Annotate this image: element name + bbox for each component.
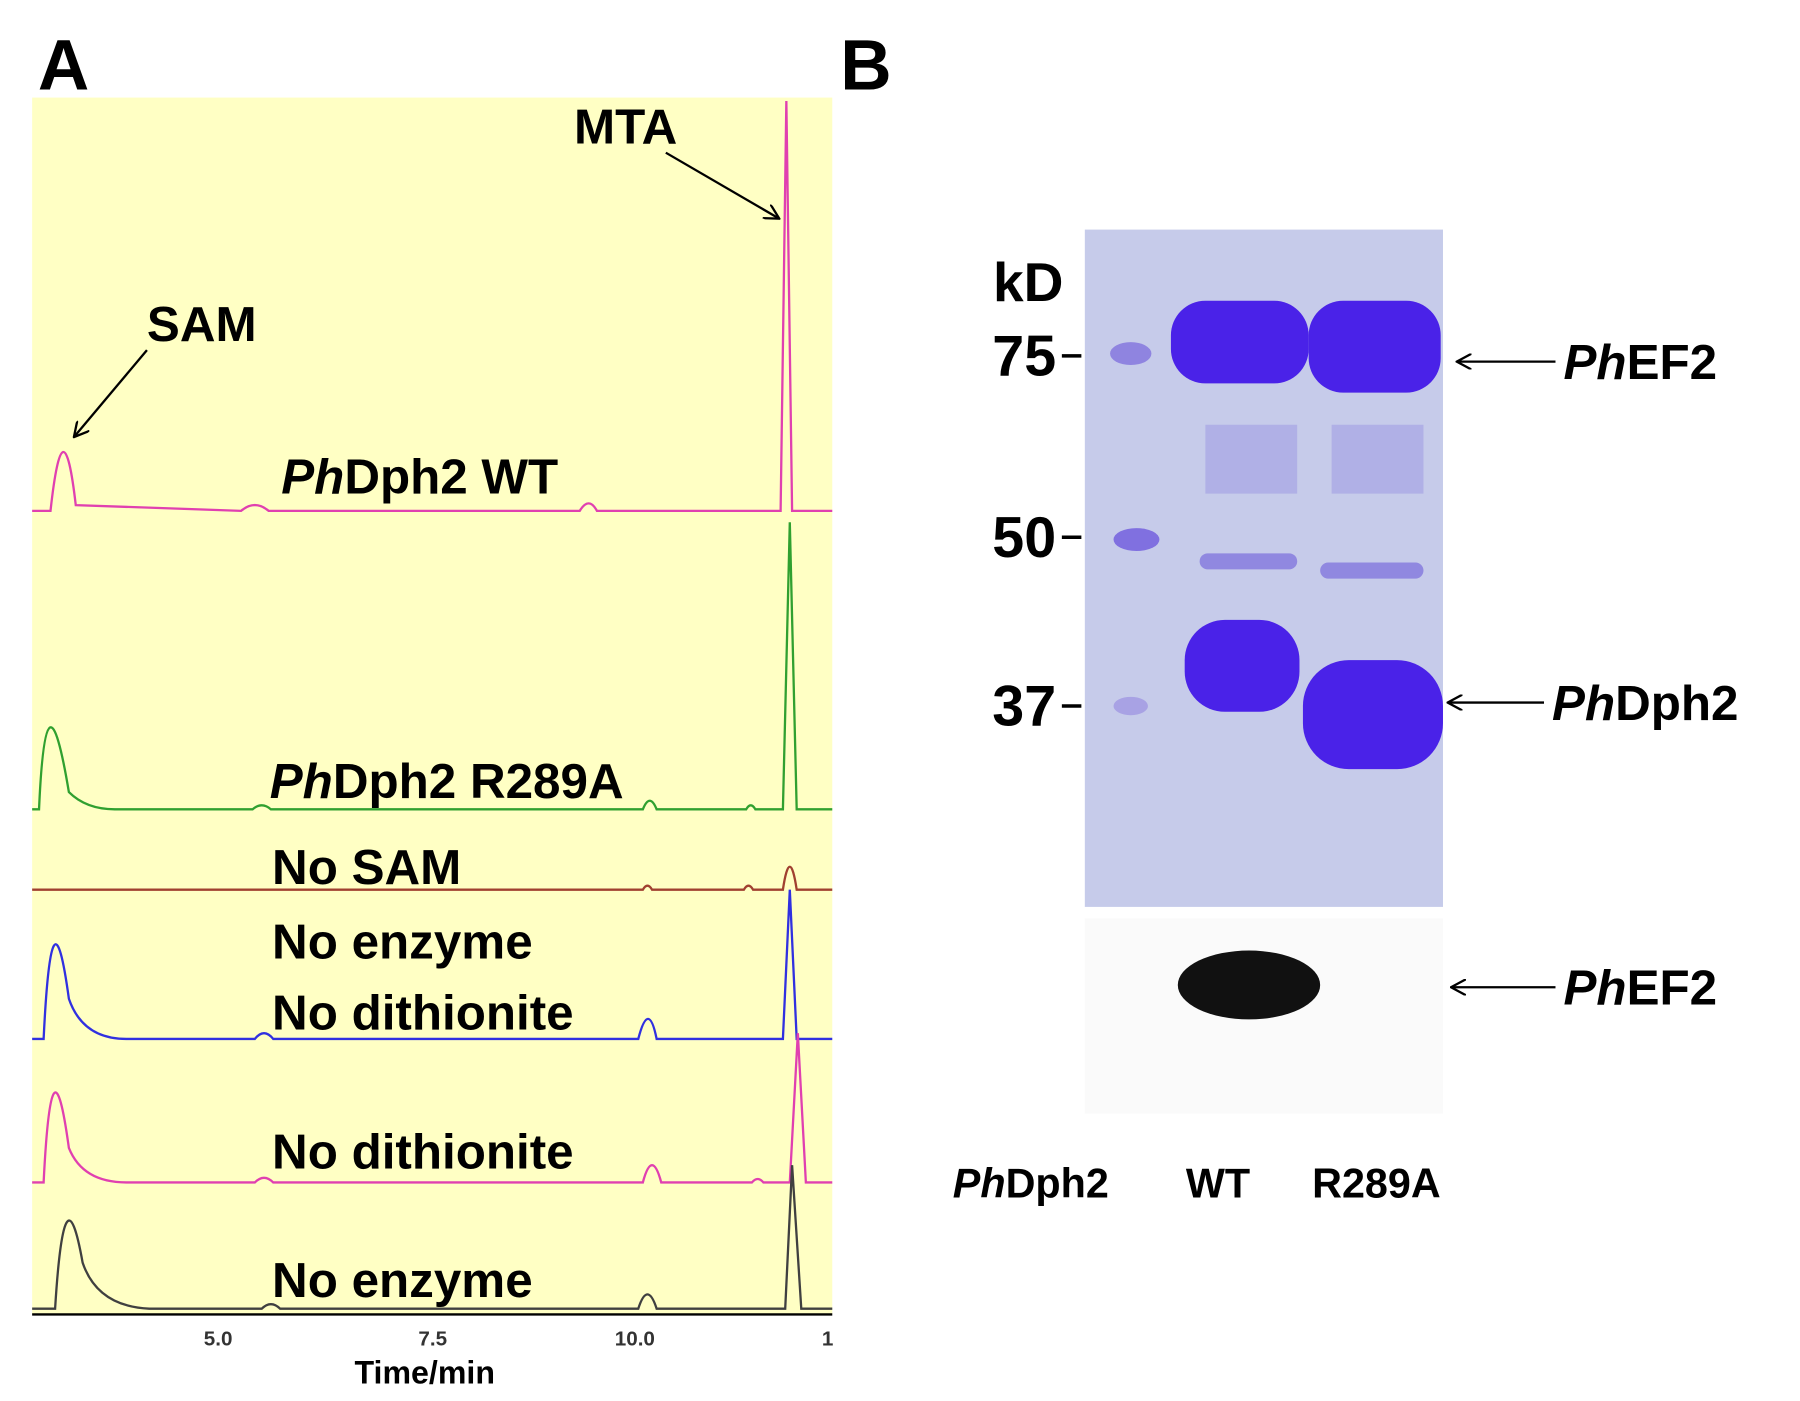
band-label: PhEF2 [1564, 335, 1718, 390]
x-tick-label: 10.0 [615, 1327, 655, 1350]
panel-letter: B [840, 27, 891, 106]
trace [32, 865, 833, 891]
marker-label: 50 [992, 506, 1056, 570]
traces [32, 101, 833, 1310]
gel-bands [1110, 300, 1443, 770]
x-tick-label: 7.5 [418, 1327, 447, 1350]
trace [32, 522, 833, 811]
annotation: SAM [147, 297, 257, 352]
trace-label: No dithionite [272, 986, 574, 1041]
arrow [665, 151, 779, 218]
lane-label: WT [1186, 1160, 1250, 1206]
trace [32, 101, 833, 513]
x-tick-label: 1 [822, 1327, 833, 1350]
trace [32, 1165, 833, 1310]
trace-label: No enzyme [272, 915, 533, 970]
x-axis-label: Time/min [355, 1354, 495, 1390]
panel-letter: A [38, 27, 89, 106]
band-label: PhEF2 [1564, 960, 1718, 1015]
chromatogram-area [32, 97, 833, 1315]
marker-ticks [1061, 354, 1082, 708]
band-arrows [1449, 362, 1556, 988]
annotation: MTA [574, 99, 677, 154]
trace-label: PhDph2 WT [281, 450, 558, 505]
lane-label: R289A [1312, 1160, 1441, 1206]
trace-label: No dithionite [272, 1125, 574, 1180]
marker-label: 37 [992, 675, 1056, 739]
marker-label: 75 [992, 324, 1056, 388]
blot-band [1177, 950, 1321, 1020]
arrow [75, 349, 148, 436]
trace [32, 1033, 833, 1184]
trace [32, 889, 833, 1041]
trace-label: No enzyme [272, 1253, 533, 1308]
unit-label: kD [993, 251, 1063, 313]
trace-label: PhDph2 R289A [270, 754, 624, 809]
trace-label: No SAM [272, 840, 461, 895]
lane-label: PhDph2 [953, 1160, 1109, 1206]
x-tick-label: 5.0 [204, 1327, 233, 1350]
band-label: PhDph2 [1552, 676, 1738, 731]
